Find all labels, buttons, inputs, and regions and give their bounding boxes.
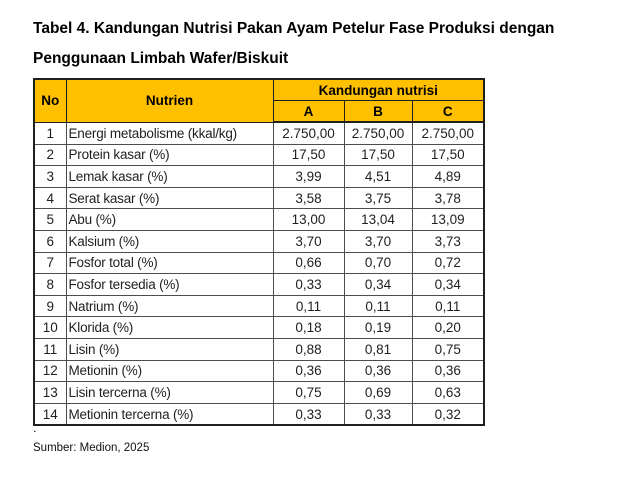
cell-value-c: 4,89 bbox=[411, 165, 485, 188]
cell-value-c: 0,20 bbox=[411, 316, 485, 339]
cell-value-c: 0,32 bbox=[411, 402, 485, 426]
cell-value-a: 2.750,00 bbox=[272, 121, 345, 145]
cell-value-b: 0,19 bbox=[343, 316, 413, 339]
cell-value-a: 0,88 bbox=[272, 337, 345, 361]
cell-value-b: 17,50 bbox=[343, 143, 413, 167]
cell-value-a: 0,11 bbox=[272, 294, 345, 318]
cell-no: 8 bbox=[33, 273, 67, 296]
cell-nutrien: Lisin tercerna (%) bbox=[65, 381, 274, 404]
cell-value-c: 0,34 bbox=[411, 273, 485, 296]
cell-value-c: 17,50 bbox=[411, 143, 485, 167]
cell-nutrien: Klorida (%) bbox=[65, 316, 274, 339]
cell-value-a: 0,33 bbox=[272, 273, 345, 296]
cell-no: 1 bbox=[33, 121, 67, 145]
table-row: 12 Metionin (%) 0,36 0,36 0,36 bbox=[33, 359, 485, 383]
cell-value-c: 3,78 bbox=[411, 186, 485, 210]
cell-value-b: 0,81 bbox=[343, 337, 413, 361]
cell-no: 14 bbox=[33, 402, 67, 426]
cell-no: 13 bbox=[33, 381, 67, 404]
cell-value-b: 0,33 bbox=[343, 402, 413, 426]
header-col-a: A bbox=[272, 100, 345, 123]
header-col-c: C bbox=[411, 100, 485, 123]
cell-no: 3 bbox=[33, 165, 67, 188]
header-nutrien: Nutrien bbox=[65, 78, 274, 123]
cell-nutrien: Lisin (%) bbox=[65, 337, 274, 361]
cell-value-b: 4,51 bbox=[343, 165, 413, 188]
cell-value-c: 0,72 bbox=[411, 251, 485, 275]
cell-value-c: 0,36 bbox=[411, 359, 485, 383]
cell-value-a: 0,33 bbox=[272, 402, 345, 426]
cell-value-a: 0,18 bbox=[272, 316, 345, 339]
cell-no: 7 bbox=[33, 251, 67, 275]
table-row: 4 Serat kasar (%) 3,58 3,75 3,78 bbox=[33, 186, 485, 210]
cell-nutrien: Protein kasar (%) bbox=[65, 143, 274, 167]
cell-value-c: 0,63 bbox=[411, 381, 485, 404]
nutrition-table: No Nutrien Kandungan nutrisi A B C 1 Ene… bbox=[33, 78, 485, 427]
cell-value-a: 3,58 bbox=[272, 186, 345, 210]
cell-no: 5 bbox=[33, 208, 67, 231]
table-header: No Nutrien Kandungan nutrisi A B C bbox=[33, 78, 485, 123]
cell-nutrien: Energi metabolisme (kkal/kg) bbox=[65, 121, 274, 145]
cell-nutrien: Kalsium (%) bbox=[65, 229, 274, 253]
cell-value-a: 13,00 bbox=[272, 208, 345, 231]
cell-value-b: 2.750,00 bbox=[343, 121, 413, 145]
table-row: 11 Lisin (%) 0,88 0,81 0,75 bbox=[33, 337, 485, 361]
cell-value-a: 3,70 bbox=[272, 229, 345, 253]
cell-nutrien: Natrium (%) bbox=[65, 294, 274, 318]
table-row: 1 Energi metabolisme (kkal/kg) 2.750,00 … bbox=[33, 121, 485, 145]
cell-value-a: 3,99 bbox=[272, 165, 345, 188]
cell-value-b: 0,69 bbox=[343, 381, 413, 404]
cell-nutrien: Abu (%) bbox=[65, 208, 274, 231]
cell-value-c: 0,75 bbox=[411, 337, 485, 361]
cell-value-b: 0,11 bbox=[343, 294, 413, 318]
cell-no: 4 bbox=[33, 186, 67, 210]
cell-value-a: 17,50 bbox=[272, 143, 345, 167]
cell-nutrien: Fosfor total (%) bbox=[65, 251, 274, 275]
cell-no: 11 bbox=[33, 337, 67, 361]
table-row: 13 Lisin tercerna (%) 0,75 0,69 0,63 bbox=[33, 381, 485, 404]
table-row: 5 Abu (%) 13,00 13,04 13,09 bbox=[33, 208, 485, 231]
cell-nutrien: Serat kasar (%) bbox=[65, 186, 274, 210]
cell-no: 2 bbox=[33, 143, 67, 167]
table-caption-line1: Tabel 4. Kandungan Nutrisi Pakan Ayam Pe… bbox=[33, 20, 555, 37]
header-kandungan-nutrisi: Kandungan nutrisi bbox=[272, 78, 485, 101]
cell-value-b: 13,04 bbox=[343, 208, 413, 231]
table-row: 7 Fosfor total (%) 0,66 0,70 0,72 bbox=[33, 251, 485, 275]
cell-value-b: 3,70 bbox=[343, 229, 413, 253]
header-no: No bbox=[33, 78, 67, 123]
cell-value-a: 0,36 bbox=[272, 359, 345, 383]
table-caption: Tabel 4. Kandungan Nutrisi Pakan Ayam Pe… bbox=[33, 14, 618, 74]
cell-value-b: 0,70 bbox=[343, 251, 413, 275]
cell-value-b: 3,75 bbox=[343, 186, 413, 210]
table-row: 8 Fosfor tersedia (%) 0,33 0,34 0,34 bbox=[33, 273, 485, 296]
cell-no: 6 bbox=[33, 229, 67, 253]
cell-nutrien: Lemak kasar (%) bbox=[65, 165, 274, 188]
header-col-b: B bbox=[343, 100, 413, 123]
table-row: 2 Protein kasar (%) 17,50 17,50 17,50 bbox=[33, 143, 485, 167]
table-row: 10 Klorida (%) 0,18 0,19 0,20 bbox=[33, 316, 485, 339]
cell-value-c: 13,09 bbox=[411, 208, 485, 231]
cell-no: 12 bbox=[33, 359, 67, 383]
table-row: 9 Natrium (%) 0,11 0,11 0,11 bbox=[33, 294, 485, 318]
cell-nutrien: Metionin (%) bbox=[65, 359, 274, 383]
cell-no: 10 bbox=[33, 316, 67, 339]
table-caption-line2: Penggunaan Limbah Wafer/Biskuit bbox=[33, 50, 289, 67]
cell-value-c: 0,11 bbox=[411, 294, 485, 318]
cell-value-a: 0,75 bbox=[272, 381, 345, 404]
cell-value-b: 0,34 bbox=[343, 273, 413, 296]
table-row: 6 Kalsium (%) 3,70 3,70 3,73 bbox=[33, 229, 485, 253]
cell-nutrien: Metionin tercerna (%) bbox=[65, 402, 274, 426]
source-note: Sumber: Medion, 2025 bbox=[33, 442, 150, 454]
cell-nutrien: Fosfor tersedia (%) bbox=[65, 273, 274, 296]
table-body: 1 Energi metabolisme (kkal/kg) 2.750,00 … bbox=[33, 121, 485, 426]
cell-value-b: 0,36 bbox=[343, 359, 413, 383]
cell-value-a: 0,66 bbox=[272, 251, 345, 275]
cell-no: 9 bbox=[33, 294, 67, 318]
cell-value-c: 3,73 bbox=[411, 229, 485, 253]
cell-value-c: 2.750,00 bbox=[411, 121, 485, 145]
table-row: 14 Metionin tercerna (%) 0,33 0,33 0,32 bbox=[33, 402, 485, 426]
table-row: 3 Lemak kasar (%) 3,99 4,51 4,89 bbox=[33, 165, 485, 188]
stray-period: . bbox=[33, 420, 37, 435]
